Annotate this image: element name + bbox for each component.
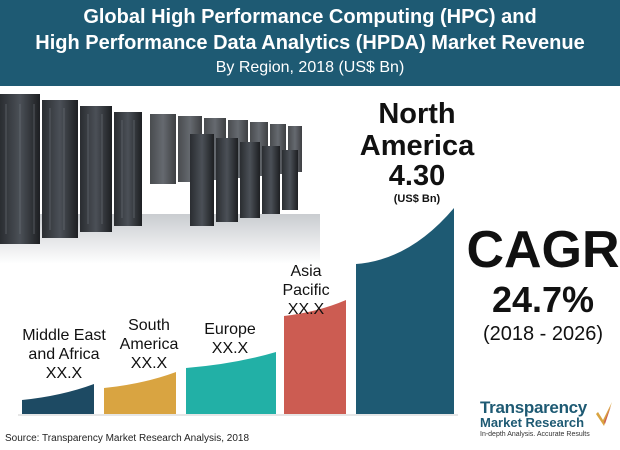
server-racks-image [0, 94, 320, 264]
label-eu-line1: Europe [204, 321, 256, 338]
brand-logo: Transparency Market Research In-depth An… [470, 398, 620, 444]
bar-asia-pacific [284, 300, 346, 414]
label-ap: Asia Pacific XX.X [268, 262, 344, 319]
label-na-value: 4.30 [388, 160, 446, 192]
chart-title-line2: High Performance Data Analytics (HPDA) M… [35, 32, 585, 54]
bar-europe [186, 352, 276, 414]
label-na-line2: America [359, 130, 475, 162]
source-note: Source: Transparency Market Research Ana… [5, 433, 250, 444]
label-eu: Europe XX.X [190, 320, 270, 358]
label-ap-line1: Asia [290, 263, 322, 280]
cagr-period: (2018 - 2026) [482, 323, 604, 345]
label-sa-line1: South [128, 317, 170, 334]
bar-north-america [356, 208, 454, 414]
label-na-unit: (US$ Bn) [393, 193, 441, 205]
label-na-line1: North [378, 98, 456, 130]
label-mea-value: XX.X [45, 365, 83, 382]
label-ap-value: XX.X [287, 301, 325, 318]
brand-name-line2: Market Research [480, 415, 585, 430]
label-mea-line1: Middle East [22, 327, 106, 344]
cagr-value: 24.7% [491, 279, 595, 320]
label-sa-value: XX.X [130, 355, 168, 372]
brand-tagline: In-depth Analysis. Accurate Results [480, 431, 590, 438]
chart-title-line1: Global High Performance Computing (HPC) … [83, 6, 537, 28]
label-mea: Middle East and Africa XX.X [4, 326, 124, 383]
chart-baseline [18, 414, 458, 416]
label-mea-line2: and Africa [28, 346, 100, 363]
label-ap-line2: Pacific [282, 282, 330, 299]
label-sa: South America XX.X [104, 316, 194, 373]
bar-south-america [104, 372, 176, 414]
label-eu-value: XX.X [211, 340, 249, 357]
header-banner: Global High Performance Computing (HPC) … [0, 0, 620, 86]
chart-subtitle: By Region, 2018 (US$ Bn) [215, 59, 405, 76]
brand-name-line1: Transparency [480, 398, 587, 417]
checkmark-icon [596, 402, 612, 426]
bar-middle-east-and-africa [22, 384, 94, 414]
cagr-title: CAGR [466, 221, 620, 279]
label-sa-line2: America [119, 336, 179, 353]
label-na-name: North America [352, 98, 482, 162]
